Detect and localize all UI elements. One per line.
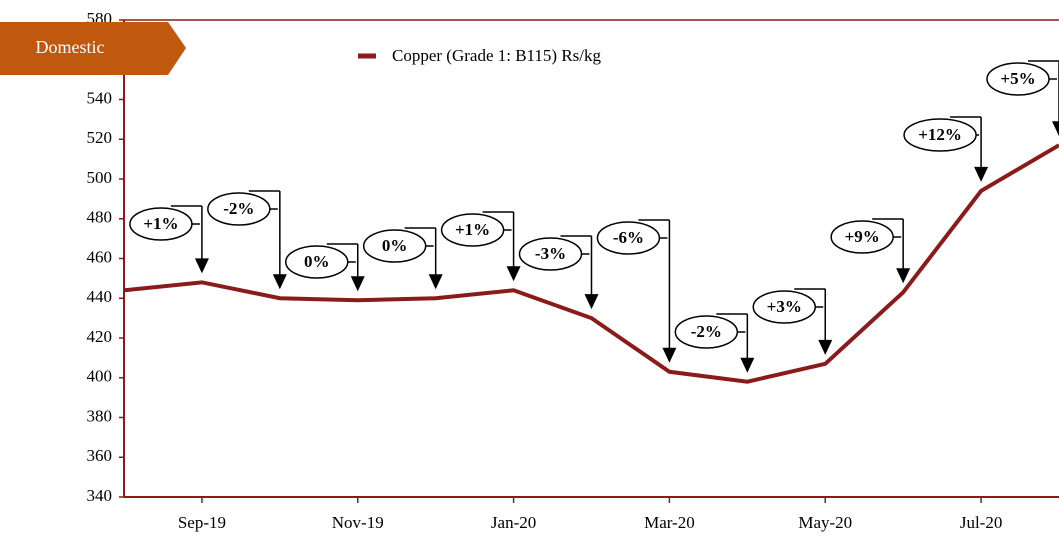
badge-shape xyxy=(0,22,186,75)
change-label: +1% xyxy=(143,214,178,233)
callout-bubble xyxy=(440,213,505,247)
x-tick-label: Nov-19 xyxy=(332,513,384,532)
callout-bubble xyxy=(986,62,1050,96)
change-label: +1% xyxy=(455,220,490,239)
x-tick-label: Sep-19 xyxy=(178,513,226,532)
callout-bubble xyxy=(129,207,193,241)
change-label: -6% xyxy=(613,228,644,247)
plot: 340360380400420440460480500520540560580S… xyxy=(87,9,1059,532)
callout-bubble xyxy=(903,118,977,152)
arrowhead xyxy=(896,268,911,284)
x-tick-label: May-20 xyxy=(798,513,852,532)
y-tick-label: 520 xyxy=(87,128,113,147)
change-label: +12% xyxy=(918,125,962,144)
arrowhead xyxy=(350,276,365,292)
arrowhead xyxy=(974,166,989,182)
x-tick-label: Mar-20 xyxy=(644,513,695,532)
change-label: +9% xyxy=(845,227,880,246)
arrowhead xyxy=(740,357,755,373)
y-tick-label: 420 xyxy=(87,327,113,346)
change-label: -3% xyxy=(535,244,566,263)
change-label: 0% xyxy=(304,252,330,271)
change-label: -2% xyxy=(691,322,722,341)
change-label: -2% xyxy=(223,199,254,218)
y-tick-label: 340 xyxy=(87,486,113,505)
y-tick-label: 540 xyxy=(87,88,113,107)
arrowhead xyxy=(272,274,287,290)
legend-label: Copper (Grade 1: B115) Rs/kg xyxy=(392,46,602,65)
change-label: 0% xyxy=(382,236,408,255)
callout-bubble xyxy=(830,220,894,254)
y-tick-label: 380 xyxy=(87,406,113,425)
arrowhead xyxy=(818,339,833,355)
badge: Domestic xyxy=(36,37,105,57)
arrowhead xyxy=(194,258,209,274)
callout-bubble xyxy=(596,221,661,255)
callout-bubble xyxy=(674,315,739,349)
y-tick-label: 460 xyxy=(87,247,113,266)
x-tick-label: Jul-20 xyxy=(960,513,1003,532)
y-tick-label: 500 xyxy=(87,168,113,187)
arrowhead xyxy=(584,294,599,310)
arrowhead xyxy=(662,347,677,363)
callout-bubble xyxy=(207,192,271,226)
arrowhead xyxy=(1052,121,1059,137)
change-label: +5% xyxy=(1000,69,1035,88)
change-label: +3% xyxy=(767,297,802,316)
x-tick-label: Jan-20 xyxy=(491,513,536,532)
arrowhead xyxy=(428,274,443,290)
callout-bubble xyxy=(518,237,583,271)
y-tick-label: 480 xyxy=(87,208,113,227)
arrowhead xyxy=(506,266,521,282)
y-tick-label: 440 xyxy=(87,287,113,306)
callout-bubble xyxy=(362,229,427,263)
y-tick-label: 400 xyxy=(87,367,113,386)
callout-bubble xyxy=(285,245,349,279)
y-tick-label: 360 xyxy=(87,446,113,465)
callout-bubble xyxy=(752,290,816,324)
series-line xyxy=(123,143,1059,384)
